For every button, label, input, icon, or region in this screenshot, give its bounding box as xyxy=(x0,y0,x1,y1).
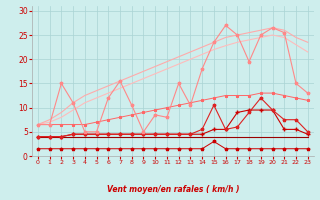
X-axis label: Vent moyen/en rafales ( km/h ): Vent moyen/en rafales ( km/h ) xyxy=(107,185,239,194)
